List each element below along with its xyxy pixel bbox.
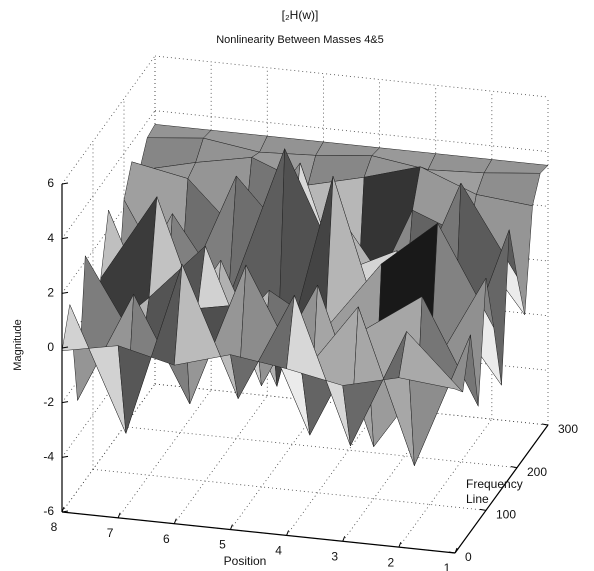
surface-patch	[427, 153, 493, 174]
tick-mark	[61, 510, 69, 513]
x-tick-label: 4	[275, 544, 282, 558]
grid-line	[61, 383, 156, 513]
z-tick-label: -6	[43, 504, 54, 518]
tick-mark	[61, 401, 69, 404]
tick-mark	[117, 512, 121, 519]
grid-line	[92, 468, 487, 511]
surface-patch	[146, 124, 212, 139]
tick-mark	[61, 346, 69, 349]
y-axis	[454, 424, 549, 554]
tick-mark	[61, 506, 65, 513]
tick-mark	[286, 530, 290, 536]
tick-mark	[454, 547, 458, 554]
tick-mark	[510, 466, 518, 469]
grid-line	[286, 407, 380, 536]
grid-line	[123, 426, 518, 469]
y-tick-label: 0	[465, 550, 472, 564]
grid-line	[154, 55, 549, 98]
surface-patch	[259, 135, 324, 156]
tick-mark	[61, 455, 69, 458]
surface-patch	[315, 141, 381, 156]
chart-subtitle: Nonlinearity Between Masses 4&5	[216, 34, 384, 46]
tick-mark	[229, 524, 233, 530]
grid-line	[61, 383, 156, 513]
tick-mark	[173, 518, 177, 524]
z-tick-label: 6	[47, 176, 54, 190]
tick-mark	[541, 423, 549, 426]
z-tick-label: 4	[47, 231, 54, 245]
x-tick-label: 7	[107, 526, 114, 540]
grid-line	[173, 395, 268, 524]
tick-mark	[479, 508, 487, 511]
x-tick-label: 3	[331, 549, 338, 563]
tick-mark	[61, 291, 69, 294]
z-tick-label: 0	[47, 340, 54, 354]
tick-mark	[61, 182, 69, 185]
x-axis-label: Position	[224, 554, 267, 568]
tick-mark	[61, 237, 69, 240]
y-axis-label: Frequency Line	[466, 477, 523, 506]
y-tick-label: 200	[527, 465, 547, 479]
z-tick-label: -2	[43, 395, 54, 409]
z-tick-label: 2	[47, 286, 54, 300]
y-tick-label: 100	[496, 508, 516, 522]
tick-mark	[448, 551, 456, 554]
tick-mark	[398, 541, 402, 548]
x-tick-label: 8	[51, 520, 58, 534]
x-tick-label: 6	[163, 532, 170, 546]
z-axis-label: Magnitude	[12, 319, 24, 370]
z-tick-label: -4	[43, 450, 54, 464]
surface-patch	[398, 330, 463, 393]
x-tick-label: 5	[219, 538, 226, 552]
surface-patch	[483, 159, 549, 174]
chart-title: [₂H(w)]	[282, 8, 319, 22]
y-tick-label: 300	[558, 422, 578, 436]
tick-mark	[342, 536, 346, 542]
x-tick-label: 2	[388, 555, 395, 569]
x-tick-label: 1	[444, 561, 451, 571]
x-axis	[61, 511, 456, 554]
